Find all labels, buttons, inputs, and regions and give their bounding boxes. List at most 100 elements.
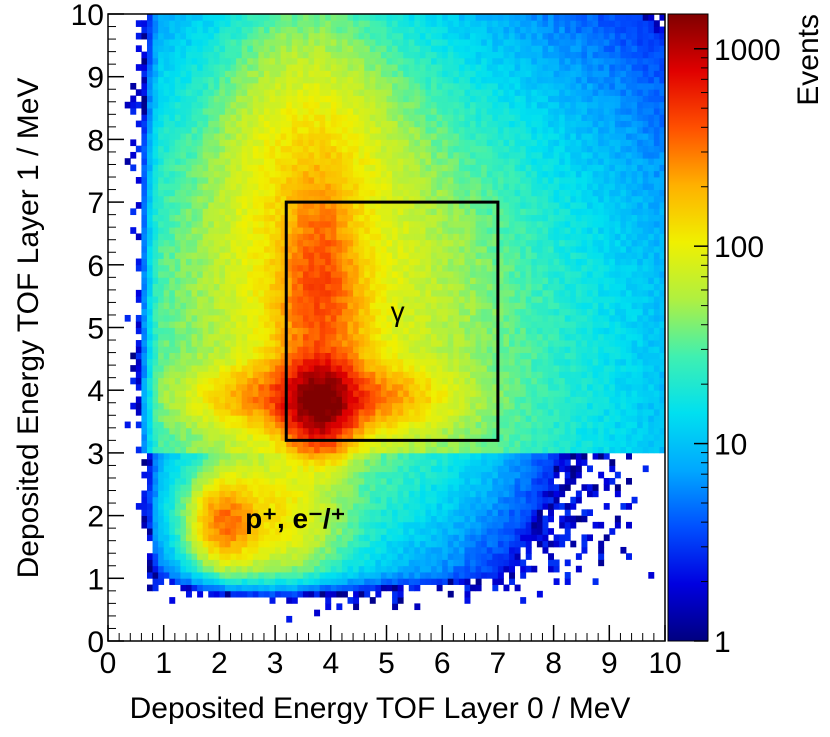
heatmap-cell	[236, 434, 243, 441]
heatmap-cell	[403, 26, 410, 34]
heatmap-cell	[392, 440, 399, 448]
heatmap-cell	[353, 214, 360, 222]
heatmap-cell	[135, 327, 142, 335]
heatmap-cell	[297, 446, 304, 454]
heatmap-cell	[375, 358, 382, 366]
heatmap-cell	[425, 258, 432, 266]
heatmap-cell	[224, 120, 231, 128]
heatmap-cell	[369, 459, 376, 466]
heatmap-cell	[291, 45, 298, 53]
heatmap-cell	[141, 289, 148, 297]
heatmap-cell	[191, 340, 198, 347]
heatmap-cell	[358, 195, 365, 203]
heatmap-cell	[275, 484, 282, 491]
heatmap-cell	[392, 314, 399, 322]
heatmap-cell	[241, 352, 248, 360]
heatmap-cell	[141, 101, 148, 109]
heatmap-cell	[169, 314, 176, 322]
heatmap-cell	[330, 452, 337, 460]
heatmap-cell	[414, 559, 421, 567]
heatmap-cell	[202, 396, 209, 404]
heatmap-cell	[375, 70, 382, 78]
heatmap-cell	[286, 440, 293, 448]
heatmap-cell	[269, 559, 276, 567]
heatmap-cell	[414, 76, 421, 84]
heatmap-cell	[191, 390, 198, 397]
heatmap-cell	[297, 202, 304, 209]
heatmap-cell	[380, 20, 387, 27]
heatmap-cell	[397, 302, 404, 310]
heatmap-cell	[392, 214, 399, 222]
heatmap-cell	[146, 76, 153, 84]
heatmap-cell	[263, 314, 270, 322]
heatmap-cell	[247, 76, 254, 84]
heatmap-cell	[308, 584, 315, 592]
heatmap-cell	[414, 509, 421, 516]
heatmap-cell	[353, 327, 360, 335]
heatmap-cell	[286, 101, 293, 109]
heatmap-cell	[141, 283, 148, 291]
heatmap-cell	[247, 515, 254, 523]
heatmap-cell	[330, 314, 337, 322]
heatmap-cell	[169, 496, 176, 504]
heatmap-cell	[241, 32, 248, 40]
heatmap-cell	[419, 108, 426, 115]
heatmap-cell	[291, 484, 298, 491]
heatmap-cell	[308, 314, 315, 322]
heatmap-cell	[297, 32, 304, 40]
heatmap-cell	[158, 145, 165, 153]
heatmap-cell	[341, 452, 348, 460]
heatmap-cell	[431, 440, 438, 448]
heatmap-cell	[414, 139, 421, 147]
heatmap-cell	[230, 371, 237, 379]
heatmap-cell	[436, 452, 443, 460]
heatmap-cell	[241, 189, 248, 197]
heatmap-cell	[236, 45, 243, 53]
heatmap-cell	[174, 434, 181, 441]
heatmap-cell	[414, 314, 421, 322]
heatmap-cell	[141, 352, 148, 360]
heatmap-cell	[180, 70, 187, 78]
heatmap-cell	[314, 371, 321, 379]
heatmap-cell	[141, 158, 148, 165]
heatmap-cell	[174, 383, 181, 391]
heatmap-cell	[308, 565, 315, 573]
heatmap-cell	[414, 277, 421, 285]
heatmap-cell	[180, 321, 187, 328]
heatmap-cell	[375, 220, 382, 228]
heatmap-cell	[291, 540, 298, 548]
heatmap-cell	[191, 572, 198, 579]
heatmap-cell	[191, 377, 198, 385]
heatmap-cell	[414, 572, 421, 579]
heatmap-cell	[152, 534, 159, 542]
heatmap-cell	[291, 565, 298, 573]
heatmap-cell	[158, 20, 165, 27]
heatmap-cell	[325, 227, 332, 234]
heatmap-cell	[330, 503, 337, 510]
heatmap-cell	[336, 333, 343, 341]
heatmap-cell	[403, 434, 410, 441]
heatmap-cell	[330, 396, 337, 404]
heatmap-cell	[169, 289, 176, 297]
heatmap-cell	[197, 95, 204, 103]
heatmap-cell	[414, 114, 421, 121]
heatmap-cell	[202, 214, 209, 222]
heatmap-cell	[208, 283, 215, 291]
heatmap-cell	[336, 145, 343, 153]
heatmap-cell	[375, 145, 382, 153]
heatmap-cell	[308, 239, 315, 247]
heatmap-cell	[191, 202, 198, 209]
heatmap-cell	[252, 409, 259, 416]
heatmap-cell	[336, 76, 343, 84]
heatmap-cell	[269, 352, 276, 360]
heatmap-cell	[219, 528, 226, 535]
heatmap-cell	[308, 572, 315, 579]
heatmap-cell	[431, 383, 438, 391]
heatmap-cell	[169, 170, 176, 178]
heatmap-cell	[230, 208, 237, 216]
heatmap-cell	[392, 126, 399, 134]
heatmap-cell	[341, 51, 348, 59]
heatmap-cell	[353, 597, 360, 604]
heatmap-cell	[431, 572, 438, 579]
heatmap-cell	[364, 396, 371, 404]
